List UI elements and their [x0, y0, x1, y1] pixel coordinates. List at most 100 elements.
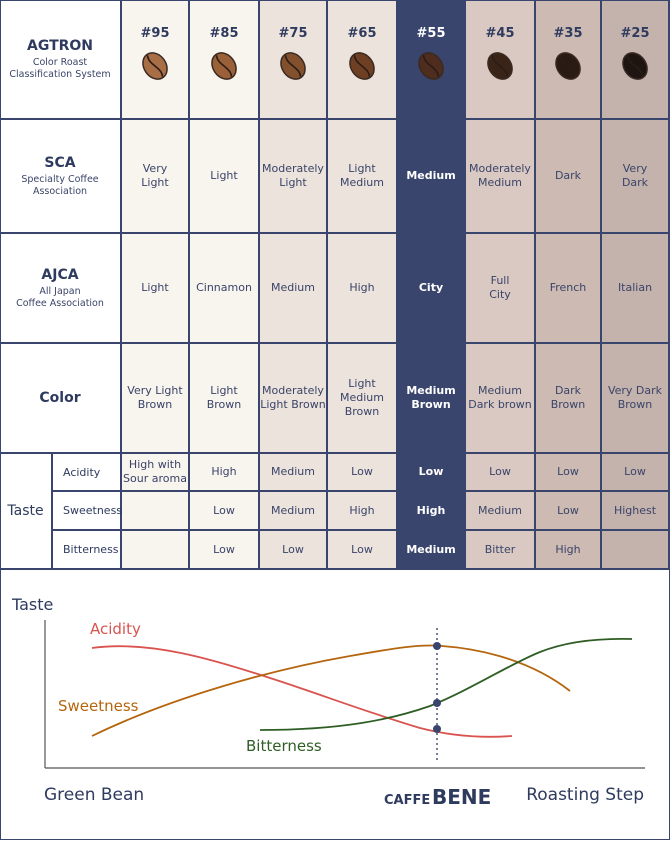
row-header-color-text: Color [39, 389, 80, 407]
color-value: Very Dark Brown [607, 384, 663, 411]
sweetness-value: Medium [271, 503, 315, 517]
bitterness-label: Bitterness [246, 737, 322, 755]
acidity-cell: Low [328, 454, 398, 492]
caffebene-logo: CAFFE BENE [384, 785, 491, 809]
acidity-value: Medium [271, 465, 315, 478]
row-header-taste: Taste [0, 454, 53, 570]
row-header-ajca: AJCA All Japan Coffee Association [0, 234, 122, 344]
sweetness-value: Medium [478, 503, 522, 517]
ajca-cell: Light [122, 234, 190, 344]
acidity-value: Low [418, 465, 444, 478]
sca-value: Medium [406, 169, 456, 182]
taste-curve-svg: Taste Acidity Sweetness Bitterness Green… [11, 595, 645, 809]
acidity-curve [91, 645, 513, 738]
bitterness-value: Low [351, 542, 373, 556]
sca-cell: Very Dark [602, 120, 670, 234]
color-cell: Very Dark Brown [602, 344, 670, 454]
sca-value: Moderately Light [262, 162, 324, 189]
taste-title: Taste [7, 503, 44, 519]
sweetness-cell: Medium [466, 492, 536, 531]
ajca-cell: French [536, 234, 602, 344]
sweetness-marker-dot [433, 642, 441, 650]
acidity-value: Low [351, 465, 373, 478]
color-cell: Moderately Light Brown [260, 344, 328, 454]
row-header-color: Color [0, 344, 122, 454]
sca-cell: Very Light [122, 120, 190, 234]
acidity-cell: Low [466, 454, 536, 492]
bitterness-label: Bitterness [63, 543, 119, 556]
agtron-title: AGTRON [26, 38, 94, 54]
coffee-bean-icon [622, 52, 648, 80]
color-value: Very Light Brown [127, 384, 183, 411]
agtron-number: #35 [553, 26, 583, 41]
agtron-number: #75 [278, 26, 308, 41]
bitterness-value: Low [213, 542, 235, 556]
x-start-label: Green Bean [44, 785, 144, 805]
x-end-label: Roasting Step [526, 785, 644, 805]
bitterness-cell: Medium [398, 531, 466, 570]
sweetness-value: High [349, 503, 375, 517]
sca-cell: Light Medium [328, 120, 398, 234]
acidity-cell: Low [602, 454, 670, 492]
taste-subheader-acidity: Acidity [53, 454, 122, 492]
ajca-cell: High [328, 234, 398, 344]
acidity-value: Low [489, 465, 511, 478]
color-cell: Light Brown [190, 344, 260, 454]
agtron-subtitle: Color Roast Classification System [9, 57, 111, 80]
sca-cell: Dark [536, 120, 602, 234]
bitterness-value: Bitter [484, 542, 516, 556]
row-header-sca: SCA Specialty Coffee Association [0, 120, 122, 234]
sca-value: Very Light [141, 162, 169, 189]
bitterness-value: Medium [406, 542, 456, 556]
roast-classification-table: AGTRON Color Roast Classification System S… [0, 0, 670, 570]
bitterness-cell [602, 531, 670, 570]
ajca-value: Light [141, 281, 169, 294]
sweetness-cell [122, 492, 190, 531]
color-value: Medium Brown [406, 384, 456, 411]
sca-value: Light Medium [340, 162, 384, 189]
agtron-cell: #55 [398, 0, 466, 120]
agtron-cell: #85 [190, 0, 260, 120]
ajca-value: Full City [489, 274, 511, 301]
coffee-bean-icon [211, 52, 237, 80]
sca-cell: Moderately Light [260, 120, 328, 234]
sweetness-value: Highest [613, 503, 657, 517]
ajca-cell: Full City [466, 234, 536, 344]
agtron-cell: #95 [122, 0, 190, 120]
agtron-number: #95 [140, 26, 170, 41]
bitterness-marker-dot [433, 699, 441, 707]
brand-name: BENE [432, 785, 491, 809]
agtron-number: #65 [347, 26, 377, 41]
bitterness-cell: Low [328, 531, 398, 570]
acidity-value: Low [557, 465, 579, 478]
acidity-cell: Low [398, 454, 466, 492]
agtron-cell: #35 [536, 0, 602, 120]
agtron-number: #25 [620, 26, 650, 41]
ajca-cell: Italian [602, 234, 670, 344]
ajca-value: Medium [271, 281, 315, 294]
sca-subtitle: Specialty Coffee Association [21, 174, 99, 197]
row-header-ajca-text: AJCA All Japan Coffee Association [16, 266, 104, 310]
coffee-bean-icon [418, 52, 444, 80]
sca-value: Dark [554, 169, 582, 182]
sweetness-label: Sweetness [63, 504, 123, 517]
ajca-value: Italian [617, 281, 653, 294]
bitterness-cell [122, 531, 190, 570]
sca-cell: Moderately Medium [466, 120, 536, 234]
acidity-cell: Medium [260, 454, 328, 492]
color-value: Light Brown [206, 384, 242, 411]
ajca-cell: Cinnamon [190, 234, 260, 344]
sweetness-cell: High [328, 492, 398, 531]
coffee-bean-icon [487, 52, 513, 80]
acidity-cell: High [190, 454, 260, 492]
bitterness-cell: High [536, 531, 602, 570]
acidity-cell: High with Sour aroma [122, 454, 190, 492]
sweetness-cell: High [398, 492, 466, 531]
brand-prefix: CAFFE [384, 793, 430, 808]
agtron-number: #85 [209, 26, 239, 41]
taste-subheader-sweetness: Sweetness [53, 492, 122, 531]
row-header-sca-text: SCA Specialty Coffee Association [21, 154, 98, 198]
sweetness-label: Sweetness [58, 697, 139, 715]
agtron-cell: #75 [260, 0, 328, 120]
